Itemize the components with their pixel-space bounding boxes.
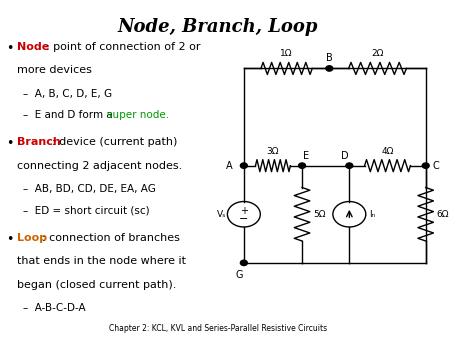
Circle shape	[299, 163, 306, 168]
Text: began (closed current path).: began (closed current path).	[17, 280, 176, 290]
Text: •: •	[6, 42, 13, 55]
Text: : point of connection of 2 or: : point of connection of 2 or	[46, 42, 201, 52]
Text: •: •	[6, 233, 13, 246]
Circle shape	[346, 163, 353, 168]
Text: –  ED = short circuit (sc): – ED = short circuit (sc)	[23, 206, 150, 216]
Text: Loop: Loop	[17, 233, 47, 243]
Text: E: E	[303, 151, 310, 161]
Text: Branch: Branch	[17, 137, 60, 147]
Text: −: −	[239, 214, 248, 224]
Text: •: •	[6, 137, 13, 150]
Text: more devices: more devices	[17, 65, 91, 75]
Text: D: D	[341, 151, 349, 161]
Text: super node.: super node.	[108, 110, 170, 120]
Text: G: G	[236, 270, 243, 280]
Text: –  AB, BD, CD, DE, EA, AG: – AB, BD, CD, DE, EA, AG	[23, 184, 156, 194]
Text: Node: Node	[17, 42, 49, 52]
Text: 3Ω: 3Ω	[267, 147, 279, 155]
Text: connecting 2 adjacent nodes.: connecting 2 adjacent nodes.	[17, 161, 182, 171]
Text: 5Ω: 5Ω	[313, 210, 325, 219]
Text: 4Ω: 4Ω	[381, 147, 394, 155]
Circle shape	[240, 163, 248, 168]
Text: 1Ω: 1Ω	[280, 49, 293, 58]
Text: Chapter 2: KCL, KVL and Series-Parallel Resistive Circuits: Chapter 2: KCL, KVL and Series-Parallel …	[109, 324, 327, 333]
Text: A: A	[226, 161, 233, 171]
Text: B: B	[326, 53, 333, 64]
Text: : connection of branches: : connection of branches	[42, 233, 180, 243]
Text: Iₙ: Iₙ	[369, 210, 375, 219]
Text: : device (current path): : device (current path)	[52, 137, 177, 147]
Circle shape	[422, 163, 429, 168]
Text: +: +	[240, 206, 248, 216]
Text: 2Ω: 2Ω	[371, 49, 384, 58]
Text: that ends in the node where it: that ends in the node where it	[17, 256, 185, 266]
Text: Vₛ: Vₛ	[217, 210, 226, 219]
Circle shape	[326, 66, 333, 71]
Text: Node, Branch, Loop: Node, Branch, Loop	[117, 18, 318, 36]
Text: C: C	[432, 161, 439, 171]
Text: –  A, B, C, D, E, G: – A, B, C, D, E, G	[23, 89, 112, 99]
Text: –  A-B-C-D-A: – A-B-C-D-A	[23, 303, 86, 313]
Text: 6Ω: 6Ω	[436, 210, 449, 219]
Circle shape	[240, 260, 248, 266]
Text: –  E and D form a: – E and D form a	[23, 110, 116, 120]
